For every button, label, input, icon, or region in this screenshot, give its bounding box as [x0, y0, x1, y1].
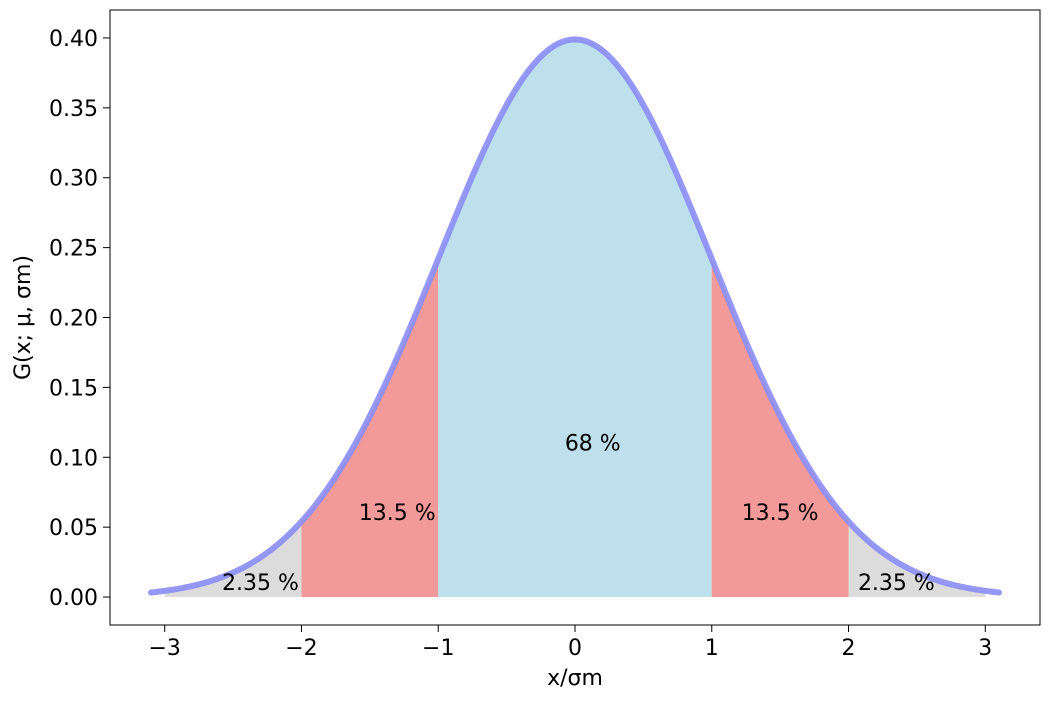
y-tick-label-3: 0.15 — [49, 376, 98, 401]
x-tick-label-1: −2 — [285, 636, 317, 661]
region-0 — [164, 521, 302, 598]
annotation-0: 68 % — [565, 431, 621, 456]
shaded-regions — [164, 39, 986, 598]
x-tick-label-2: −1 — [422, 636, 454, 661]
region-4 — [848, 521, 986, 598]
x-axis-ticks: −3 −2 −1 0 1 2 3 — [148, 625, 992, 661]
x-tick-label-0: −3 — [148, 636, 180, 661]
x-tick-label-4: 1 — [705, 636, 719, 661]
annotation-1: 13.5 % — [359, 501, 436, 526]
y-tick-label-8: 0.40 — [49, 27, 98, 52]
annotation-4: 2.35 % — [858, 571, 935, 596]
x-tick-label-6: 3 — [978, 636, 992, 661]
annotation-3: 2.35 % — [222, 571, 299, 596]
y-tick-label-6: 0.30 — [49, 167, 98, 192]
y-tick-label-5: 0.25 — [49, 237, 98, 262]
x-tick-label-5: 2 — [842, 636, 856, 661]
region-annotations: 68 % 13.5 % 13.5 % 2.35 % 2.35 % — [222, 431, 935, 596]
y-axis-ticks: 0.00 0.05 0.10 0.15 0.20 0.25 0.30 0.35 0.40 — [49, 27, 110, 611]
y-tick-label-1: 0.05 — [49, 516, 98, 541]
y-tick-label-4: 0.20 — [49, 307, 98, 332]
y-tick-label-0: 0.00 — [49, 586, 98, 611]
y-tick-label-2: 0.10 — [49, 446, 98, 471]
region-2 — [438, 39, 712, 598]
y-tick-label-7: 0.35 — [49, 97, 98, 122]
y-axis-label: G(x; μ, σm) — [11, 255, 36, 380]
x-tick-label-3: 0 — [568, 636, 582, 661]
annotation-2: 13.5 % — [742, 501, 819, 526]
gaussian-curve — [148, 36, 1002, 596]
x-axis-label: x/σm — [547, 666, 603, 691]
